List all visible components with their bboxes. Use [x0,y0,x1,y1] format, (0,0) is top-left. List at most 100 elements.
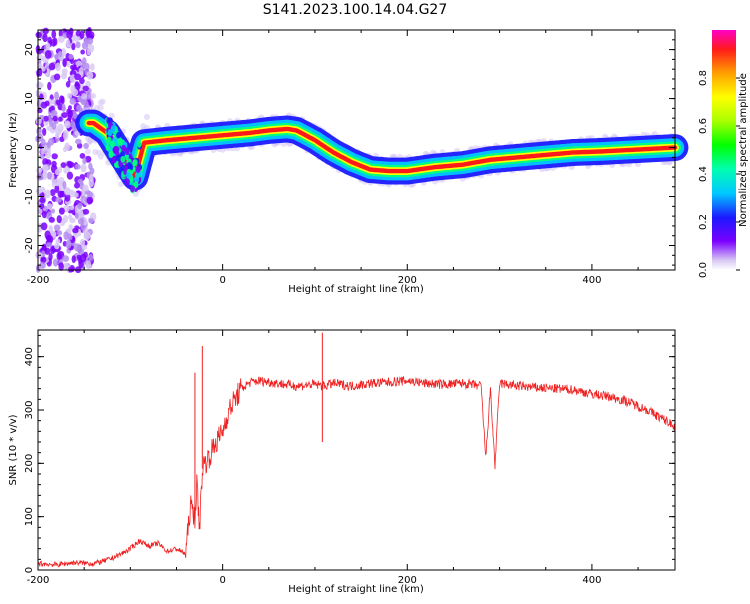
heatmap-cell [79,77,85,85]
heatmap-cell [79,30,85,39]
heatmap-cell [49,99,55,105]
heatmap-cell [53,37,58,46]
colorbar-tick-label: 0.8 [698,70,709,86]
heatmap-cell [80,49,85,55]
heatmap-cell [35,31,42,39]
heatmap-cell [78,67,84,76]
spectrogram-y-tick-label: -20 [24,237,35,253]
heatmap-cell [69,27,74,36]
heatmap-cell [67,105,72,111]
heatmap-dip-cell [110,140,116,148]
heatmap-cell [61,112,69,118]
heatmap-cell [53,178,60,187]
heatmap-cell [60,162,67,168]
heatmap-cell [58,262,64,271]
colorbar-label: Normalized spectral amplitude [738,73,749,227]
heatmap-cell [81,41,89,50]
heatmap-cell [75,41,81,49]
heatmap-cell [72,192,79,198]
heatmap-cell [82,85,89,92]
heatmap-dip-cell [121,144,127,152]
heatmap-cell [85,28,92,36]
heatmap-cell [82,184,89,192]
heatmap-cell [40,138,46,148]
heatmap-cell [57,50,63,58]
heatmap-cell [53,224,61,232]
snr-x-tick-label: -200 [27,575,50,586]
heatmap-cell [46,203,53,210]
heatmap-cell [69,205,75,211]
heatmap-cell [51,153,58,160]
snr-series [37,332,676,568]
heatmap-cell [71,255,76,263]
heatmap-cell [46,125,53,131]
heatmap-cell [51,160,57,168]
heatmap-cell [62,58,67,68]
heatmap-cell [45,42,51,51]
snr-axes: -200 0 200 400 0 100 200 300 400 [24,330,675,586]
heatmap-cell [48,225,54,233]
snr-y-tick-label: 200 [24,454,35,473]
heatmap-cell [62,180,67,190]
heatmap-cell [35,116,42,125]
heatmap-cell [88,253,94,262]
heatmap-cell [57,190,64,198]
heatmap-cell [80,163,87,173]
heatmap-cell [77,202,83,210]
heatmap-cell [72,227,79,234]
heatmap-cell [77,217,85,225]
heatmap-cell [39,197,46,204]
heatmap-cell [57,35,65,44]
heatmap-cell [63,262,69,269]
spectrogram-x-tick-label: 0 [219,275,225,286]
heatmap-cell [43,120,49,127]
heatmap-cell [68,224,73,231]
heatmap-cell [85,260,92,269]
heatmap-cell [48,62,56,71]
heatmap-cell [67,92,73,99]
spectrogram-y-axis-label: Frequency (Hz) [8,112,19,188]
heatmap-cell [47,81,52,91]
heatmap-cell [68,214,73,220]
heatmap-cell [56,230,63,236]
heatmap-cell [81,57,87,65]
heatmap-cell [56,215,62,224]
heatmap-cell [64,193,71,202]
heatmap-cell [53,73,61,81]
heatmap-cell [39,154,45,160]
heatmap-cell [78,210,84,220]
snr-line [37,376,676,568]
heatmap-cell [58,207,65,215]
heatmap-cell [83,231,91,241]
heatmap-cell [42,27,49,35]
heatmap-cell [54,91,60,101]
heatmap-cell [57,103,63,111]
heatmap-cell [39,203,45,210]
spectrogram-axes: -200 0 200 400 -20 -10 0 10 20 [24,29,675,286]
heatmap-cell [86,196,94,204]
heatmap-cell [74,182,80,189]
heatmap-cell [40,222,48,231]
colorbar-ticks: 0.0 0.2 0.4 0.6 0.8 [698,70,740,278]
heatmap-dip-cell [110,125,116,133]
heatmap-cell [63,165,71,175]
heatmap-dip-cell [136,140,142,148]
heatmap-cell [62,255,70,262]
figure-title: S141.2023.100.14.04.G27 [263,2,448,18]
heatmap-dip-cell [111,156,117,164]
heatmap-cell [68,54,74,60]
heatmap-cell [64,122,71,129]
heatmap-cell [51,30,57,39]
spectrogram-ridge-layer [86,120,678,180]
heatmap-cell [69,64,77,70]
heatmap-cell [54,168,60,176]
heatmap-cell [42,171,48,181]
heatmap-cell [52,258,59,267]
heatmap-cell [55,238,61,244]
snr-panel: -200 0 200 400 0 100 200 300 400 Height of strai… [8,329,676,595]
snr-y-tick-label: 100 [24,507,35,526]
heatmap-cell [46,171,52,180]
heatmap-dip-cell [135,165,141,173]
heatmap-cell [61,103,66,113]
heatmap-cell [88,44,95,53]
